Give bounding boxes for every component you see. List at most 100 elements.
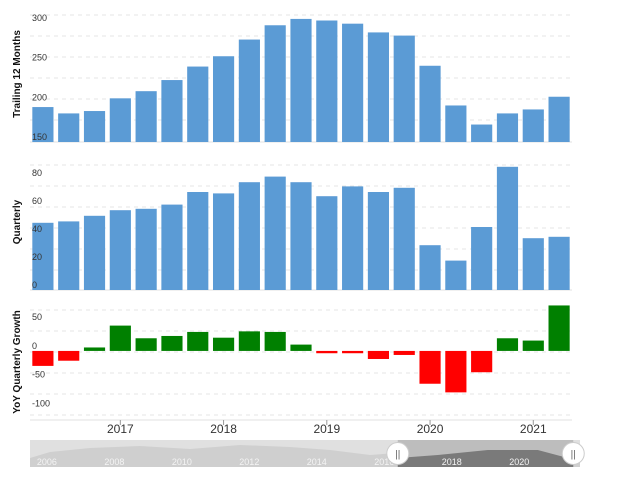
navigator-year-label: 2010 (172, 457, 192, 467)
x-tick-label: 2017 (107, 422, 134, 436)
bar[interactable] (290, 182, 312, 290)
bar[interactable] (238, 182, 260, 290)
y-tick-label: 200 (32, 92, 47, 102)
bar[interactable] (548, 96, 570, 142)
y-tick-label: 250 (32, 53, 47, 63)
bar[interactable] (471, 124, 493, 142)
bar[interactable] (419, 65, 441, 142)
bar[interactable] (367, 192, 390, 290)
x-tick-label: 2021 (520, 422, 547, 436)
bar[interactable] (393, 350, 415, 355)
bar[interactable] (161, 335, 183, 351)
bar[interactable] (212, 56, 235, 142)
range-navigator[interactable]: 2006 2008 2010 2012 2014 2016 2018 2020 || || (30, 440, 585, 467)
y-axis-title: Trailing 12 Months (12, 30, 23, 118)
navigator-year-label: 2020 (509, 457, 529, 467)
bar[interactable] (32, 350, 54, 366)
bar[interactable] (496, 338, 519, 351)
bar[interactable] (135, 91, 157, 142)
y-tick-label: -100 (32, 399, 50, 409)
bar[interactable] (419, 245, 441, 290)
bar[interactable] (83, 347, 106, 351)
bar[interactable] (342, 186, 364, 290)
bar[interactable] (445, 260, 467, 290)
bar[interactable] (58, 113, 80, 142)
y-tick-label: 300 (32, 13, 47, 23)
bar[interactable] (187, 66, 209, 142)
bar[interactable] (58, 350, 80, 361)
bar[interactable] (109, 325, 131, 351)
bar[interactable] (445, 105, 467, 142)
bar[interactable] (187, 331, 209, 351)
navigator-year-label: 2006 (37, 457, 57, 467)
bar[interactable] (238, 39, 260, 143)
y-tick-label: 60 (32, 196, 42, 206)
bar[interactable] (522, 109, 544, 142)
bar[interactable] (522, 238, 544, 290)
bar[interactable] (393, 187, 415, 290)
bar[interactable] (109, 98, 131, 142)
bar[interactable] (83, 111, 106, 142)
x-axis: 2017 2018 2019 2020 2021 (107, 420, 547, 436)
navigator-year-label: 2018 (442, 457, 462, 467)
bar[interactable] (316, 196, 338, 290)
bar[interactable] (290, 344, 312, 351)
bar[interactable] (290, 18, 312, 142)
navigator-selected-series (397, 450, 574, 467)
x-tick-label: 2019 (313, 422, 340, 436)
bar[interactable] (316, 350, 338, 354)
bar[interactable] (109, 210, 131, 290)
bar[interactable] (264, 25, 286, 142)
bar[interactable] (316, 20, 338, 143)
panel-2: 0 20 40 60 80 Quarterly (12, 164, 572, 291)
bar[interactable] (264, 176, 286, 290)
y-tick-label: 40 (32, 224, 42, 234)
bar[interactable] (367, 32, 390, 142)
x-tick-label: 2020 (417, 422, 444, 436)
y-tick-label: -50 (32, 370, 45, 380)
bar[interactable] (58, 221, 80, 290)
navigator-year-label: 2008 (104, 457, 124, 467)
navigator-year-label: 2012 (239, 457, 259, 467)
bar[interactable] (496, 113, 519, 142)
y-tick-label: 20 (32, 252, 42, 262)
bar[interactable] (161, 80, 183, 142)
panel-1: 150 200 250 300 Trailing 12 Months (12, 13, 572, 143)
bar[interactable] (445, 350, 467, 393)
bar[interactable] (548, 236, 570, 290)
bar[interactable] (471, 350, 493, 373)
bar[interactable] (135, 338, 157, 351)
bar[interactable] (264, 331, 286, 351)
bar[interactable] (393, 35, 415, 143)
bar[interactable] (471, 227, 493, 290)
y-tick-label: 0 (32, 341, 37, 351)
navigator-handle-left[interactable] (386, 442, 410, 465)
navigator-year-label: 2016 (374, 457, 394, 467)
bar[interactable] (187, 192, 209, 290)
x-tick-label: 2018 (210, 422, 237, 436)
bar[interactable] (342, 350, 364, 354)
bar[interactable] (212, 337, 235, 351)
bar[interactable] (342, 23, 364, 142)
bar[interactable] (522, 340, 544, 351)
bar[interactable] (496, 166, 519, 290)
bar[interactable] (32, 107, 54, 142)
panel-3: -100 -50 0 50 YoY Quarterly Growth (12, 305, 572, 421)
bar[interactable] (548, 305, 570, 351)
navigator-handle-left-grip: || (395, 450, 400, 461)
bar[interactable] (212, 193, 235, 290)
bar[interactable] (161, 204, 183, 290)
navigator-handle-right[interactable] (561, 442, 585, 465)
bar[interactable] (83, 215, 106, 290)
bar[interactable] (367, 350, 390, 359)
bar[interactable] (32, 222, 54, 290)
y-tick-label: 0 (32, 280, 37, 290)
bar[interactable] (238, 331, 260, 351)
y-axis-title: YoY Quarterly Growth (12, 310, 23, 414)
bar[interactable] (135, 208, 157, 290)
bar[interactable] (419, 350, 441, 384)
y-axis-title: Quarterly (12, 199, 23, 244)
navigator-year-label: 2014 (307, 457, 327, 467)
